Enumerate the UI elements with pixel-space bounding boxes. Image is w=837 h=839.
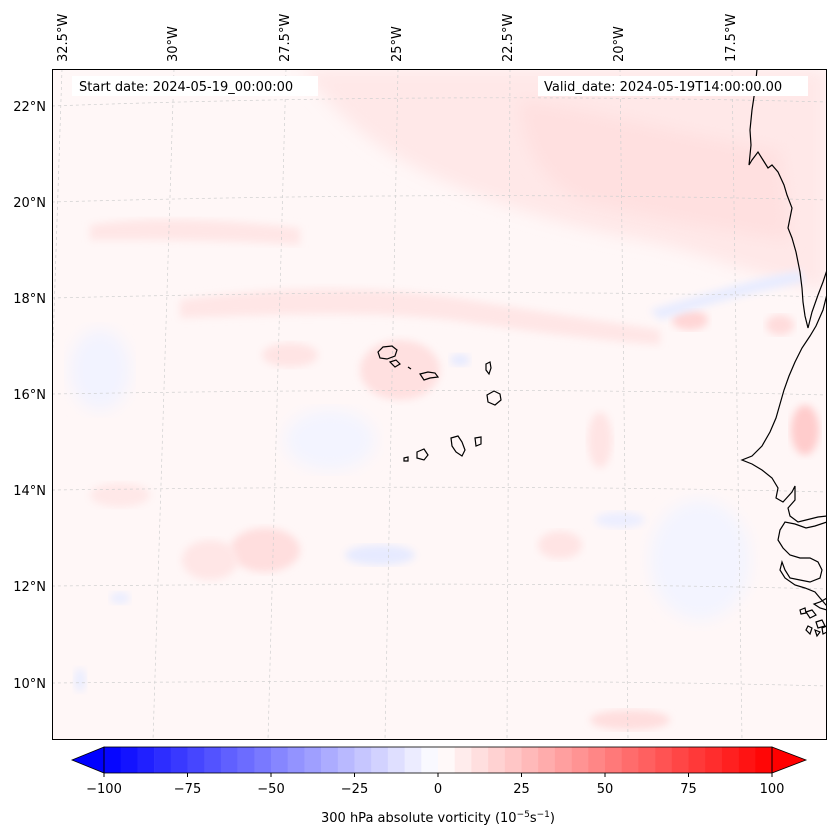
colorbar-tick-label: 75 bbox=[680, 782, 697, 797]
colorbar-cell bbox=[488, 747, 506, 773]
cape-verde-boa-vista bbox=[486, 390, 502, 406]
cape-verde-santo-antao bbox=[377, 345, 398, 360]
colorbar-cell bbox=[454, 747, 472, 773]
start-date-text: Start date: 2024-05-19_00:00:00 bbox=[79, 80, 293, 95]
lat-label-14n: 14°N bbox=[13, 484, 46, 499]
colorbar-cell bbox=[738, 747, 756, 773]
lat-label-12n: 12°N bbox=[13, 580, 46, 595]
latitude-labels: 22°N 20°N 18°N 16°N 14°N 12°N 10°N bbox=[13, 100, 46, 692]
colorbar-cell bbox=[120, 747, 138, 773]
map-panel: Start date: 2024-05-19_00:00:00 Valid_da… bbox=[52, 69, 827, 740]
cape-verde-sal bbox=[485, 361, 492, 376]
graticule bbox=[52, 69, 827, 740]
colorbar-cell bbox=[705, 747, 723, 773]
colorbar-low-extension bbox=[70, 746, 105, 774]
valid-date-text: Valid_date: 2024-05-19T14:00:00.00 bbox=[544, 80, 782, 95]
colorbar-tick-label: 0 bbox=[434, 782, 442, 797]
colorbar-cell bbox=[655, 747, 673, 773]
vorticity-field bbox=[70, 69, 827, 730]
lat-label-10n: 10°N bbox=[13, 677, 46, 692]
colorbar-cell bbox=[671, 747, 689, 773]
colorbar-cell bbox=[187, 747, 205, 773]
bissau-coast bbox=[812, 597, 827, 611]
colorbar-tick-label: −50 bbox=[257, 782, 284, 797]
colorbar-tick-label: −75 bbox=[174, 782, 201, 797]
colorbar-high-extension bbox=[771, 746, 808, 774]
cape-verde-sao-vicente bbox=[388, 359, 401, 368]
colorbar-cell bbox=[371, 747, 389, 773]
colorbar-cell bbox=[321, 747, 339, 773]
colorbar-tick-label: 25 bbox=[513, 782, 530, 797]
colorbar-cell bbox=[621, 747, 639, 773]
lat-label-22n: 22°N bbox=[13, 100, 46, 115]
colorbar-label: 300 hPa absolute vorticity (10−5s−1) bbox=[321, 810, 555, 826]
colorbar-ticks: −100 −75 −50 −25 0 25 50 75 100 bbox=[86, 773, 784, 797]
colorbar-cell bbox=[521, 747, 539, 773]
valid-date-box bbox=[538, 76, 808, 96]
colorbar-tick-label: −100 bbox=[86, 782, 122, 797]
bijagos-islands bbox=[799, 607, 827, 638]
colorbar-cell bbox=[204, 747, 222, 773]
lat-label-20n: 20°N bbox=[13, 196, 46, 211]
colorbar-cell bbox=[588, 747, 606, 773]
colorbar-cell bbox=[170, 747, 188, 773]
colorbar-cell bbox=[538, 747, 556, 773]
cape-verde-sao-nicolau bbox=[419, 371, 440, 381]
colorbar-cell bbox=[721, 747, 739, 773]
colorbar-cell bbox=[421, 747, 439, 773]
colorbar-tick-label: 50 bbox=[597, 782, 614, 797]
coastlines bbox=[377, 69, 827, 638]
colorbar-cell bbox=[605, 747, 622, 773]
colorbar-cell bbox=[337, 747, 355, 773]
cape-verde-islet bbox=[407, 366, 412, 370]
colorbar-cell bbox=[404, 747, 422, 773]
colorbar-cell bbox=[688, 747, 706, 773]
africa-coastline bbox=[740, 69, 827, 607]
lon-label-32-5w: 32.5°W bbox=[56, 14, 71, 62]
colorbar-cell bbox=[237, 747, 255, 773]
cape-verde-maio bbox=[474, 436, 482, 447]
colorbar-cell bbox=[438, 747, 455, 773]
lon-label-30w: 30°W bbox=[166, 26, 181, 62]
colorbar-cell bbox=[254, 747, 272, 773]
lat-label-16n: 16°N bbox=[13, 388, 46, 403]
map-frame bbox=[52, 69, 827, 740]
colorbar-cells bbox=[104, 747, 773, 773]
colorbar-cell bbox=[137, 747, 155, 773]
colorbar-cell bbox=[638, 747, 656, 773]
colorbar: −100 −75 −50 −25 0 25 50 75 100 300 hPa … bbox=[70, 746, 808, 826]
colorbar-cell bbox=[554, 747, 572, 773]
lon-label-22-5w: 22.5°W bbox=[501, 14, 516, 62]
colorbar-cell bbox=[271, 747, 288, 773]
colorbar-tick-label: −25 bbox=[341, 782, 368, 797]
colorbar-cell bbox=[287, 747, 305, 773]
lon-label-20w: 20°W bbox=[612, 26, 627, 62]
colorbar-cell bbox=[304, 747, 322, 773]
colorbar-tick-label: 100 bbox=[760, 782, 785, 797]
longitude-labels: 32.5°W 30°W 27.5°W 25°W 22.5°W 20°W 17.5… bbox=[56, 14, 739, 62]
lon-label-25w: 25°W bbox=[390, 26, 405, 62]
lon-label-17-5w: 17.5°W bbox=[724, 14, 739, 62]
header-labels: Start date: 2024-05-19_00:00:00 Valid_da… bbox=[72, 76, 808, 96]
cape-verde-santiago bbox=[450, 435, 466, 457]
lon-label-27-5w: 27.5°W bbox=[278, 14, 293, 62]
colorbar-cell bbox=[504, 747, 522, 773]
colorbar-cell bbox=[571, 747, 589, 773]
colorbar-cell bbox=[104, 747, 121, 773]
lat-label-18n: 18°N bbox=[13, 292, 46, 307]
cape-verde-fogo bbox=[416, 448, 429, 461]
start-date-box bbox=[72, 76, 318, 96]
colorbar-cell bbox=[755, 747, 773, 773]
cape-verde-brava bbox=[403, 456, 409, 462]
colorbar-cell bbox=[220, 747, 238, 773]
colorbar-cell bbox=[387, 747, 405, 773]
colorbar-cell bbox=[354, 747, 372, 773]
colorbar-cell bbox=[471, 747, 489, 773]
colorbar-cell bbox=[154, 747, 172, 773]
